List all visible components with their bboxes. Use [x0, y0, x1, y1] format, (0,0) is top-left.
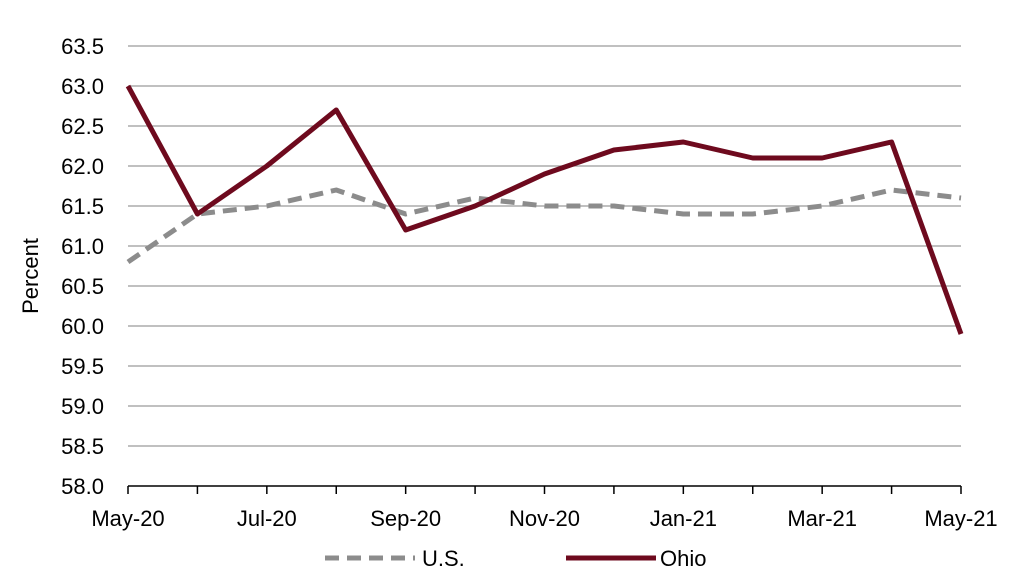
y-axis-title: Percent [18, 238, 43, 314]
data-point [334, 108, 338, 112]
y-tick-label: 63.0 [61, 74, 104, 99]
x-tick-label: Mar-21 [787, 506, 857, 531]
y-tick-label: 60.0 [61, 314, 104, 339]
y-tick-label: 60.5 [61, 274, 104, 299]
data-point [820, 156, 824, 160]
data-point [404, 228, 408, 232]
data-point [543, 172, 547, 176]
data-point [890, 188, 894, 192]
data-point [820, 204, 824, 208]
data-point [126, 260, 130, 264]
y-tick-label: 63.5 [61, 34, 104, 59]
y-tick-label: 59.5 [61, 354, 104, 379]
series-line-ohio [125, 84, 964, 335]
data-point [612, 148, 616, 152]
legend-label: Ohio [660, 546, 706, 571]
series-lines [125, 84, 964, 336]
data-point [334, 188, 338, 192]
data-point [890, 140, 894, 144]
series-line-u-s [126, 187, 962, 265]
data-point [404, 212, 408, 216]
x-tick-label: Sep-20 [370, 506, 441, 531]
data-point [751, 212, 755, 216]
x-tick-label: May-20 [91, 506, 164, 531]
data-point [126, 84, 130, 88]
y-tick-label: 61.0 [61, 234, 104, 259]
x-axis: May-20 Jul-20 Sep-20 Nov-20 Jan-21 Mar-21 May-… [91, 485, 998, 531]
data-point [473, 196, 477, 200]
data-point [681, 140, 685, 144]
y-tick-label: 58.0 [61, 474, 104, 499]
data-point [959, 196, 963, 200]
data-point [751, 156, 755, 160]
data-point [265, 164, 269, 168]
data-point [959, 332, 963, 336]
y-axis-ticks: 58.0 58.5 59.0 59.5 60.0 60.5 61.0 61.5 62.0 62.5… [61, 34, 104, 499]
y-tick-label: 58.5 [61, 434, 104, 459]
y-tick-label: 61.5 [61, 194, 104, 219]
legend: U.S. Ohio [325, 546, 706, 571]
data-point [681, 212, 685, 216]
x-tick-label: Nov-20 [509, 506, 580, 531]
x-tick-label: Jul-20 [237, 506, 297, 531]
data-point [543, 204, 547, 208]
x-tick-label: May-21 [924, 506, 997, 531]
data-point [473, 204, 477, 208]
data-point [265, 204, 269, 208]
gridlines [128, 45, 961, 447]
data-point [195, 212, 199, 216]
y-tick-label: 62.5 [61, 114, 104, 139]
legend-label: U.S. [422, 546, 465, 571]
x-tick-label: Jan-21 [650, 506, 717, 531]
y-tick-label: 62.0 [61, 154, 104, 179]
data-point [612, 204, 616, 208]
y-tick-label: 59.0 [61, 394, 104, 419]
